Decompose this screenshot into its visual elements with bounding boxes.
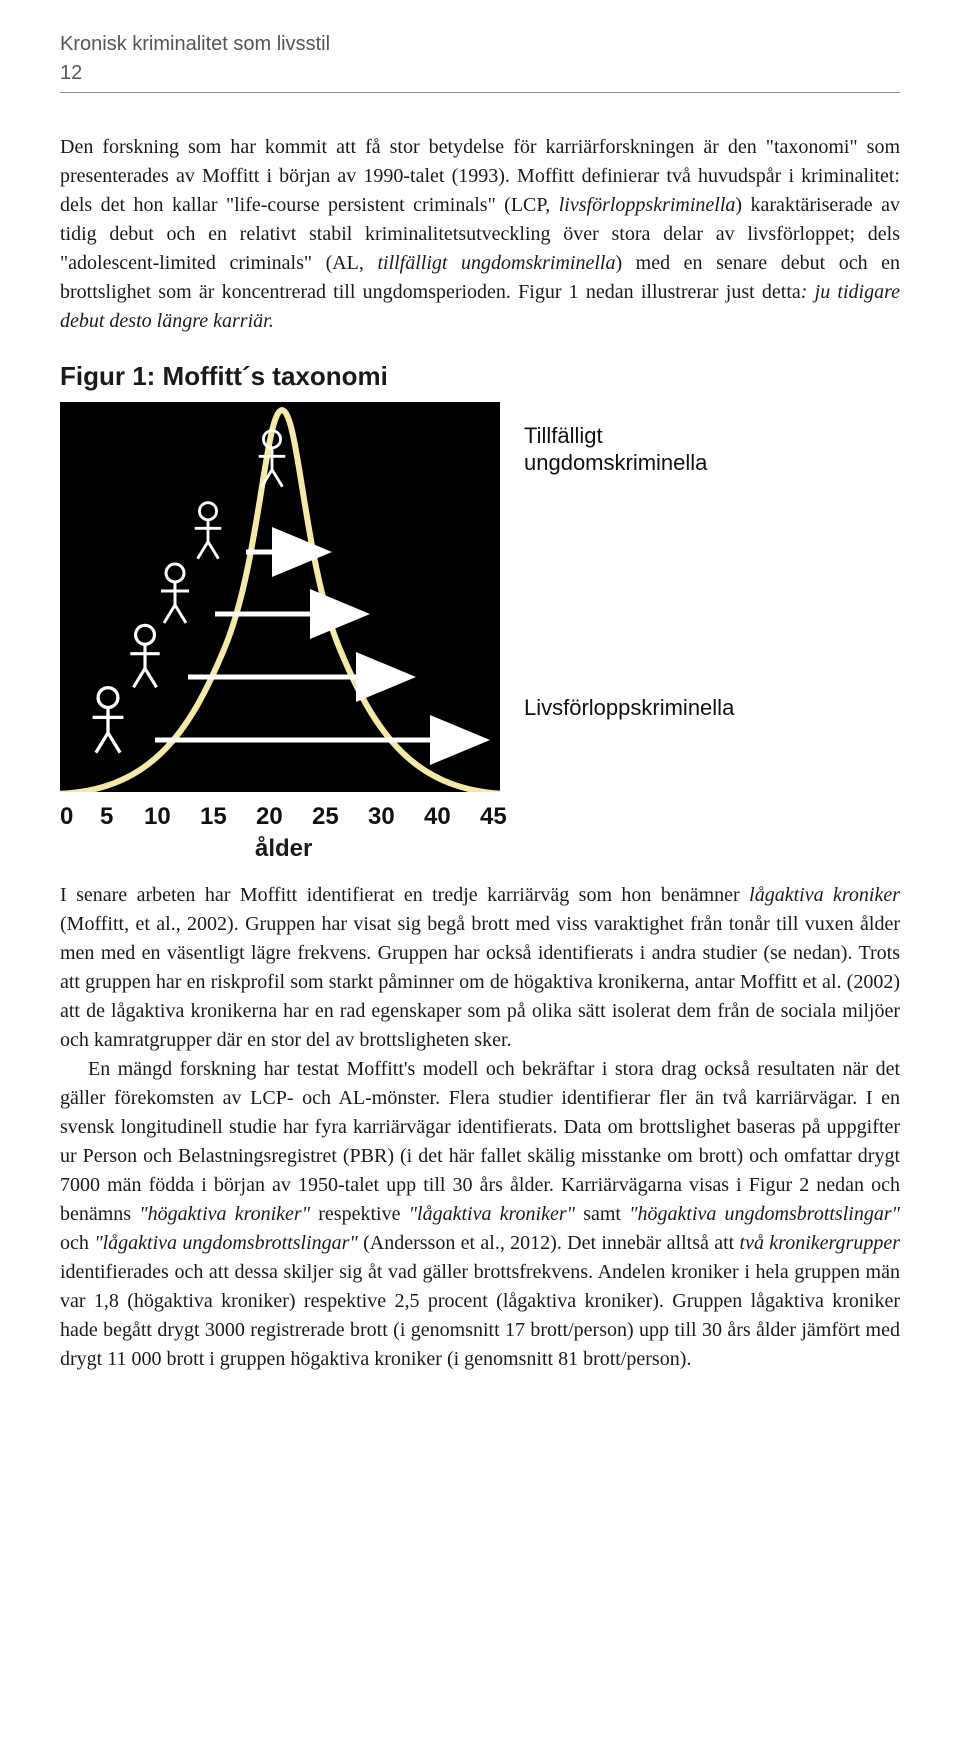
running-header: Kronisk kriminalitet som livsstil 12	[60, 30, 900, 93]
figure-side-labels: Tillfälligt ungdomskriminella Livsförlop…	[524, 402, 900, 792]
body-paragraph-2: I senare arbeten har Moffitt identifiera…	[60, 881, 900, 1055]
axis-tick: 0	[60, 800, 100, 835]
figure-bg	[60, 402, 500, 792]
axis-tick: 45	[480, 800, 528, 835]
figure-1: Tillfälligt ungdomskriminella Livsförlop…	[60, 402, 900, 868]
figure-x-axis-label: ålder	[60, 832, 580, 867]
label-adolescent-limited: Tillfälligt ungdomskriminella	[524, 422, 707, 477]
figure-title: Figur 1: Moffitt´s taxonomi	[60, 358, 900, 396]
axis-tick: 25	[312, 800, 368, 835]
running-title: Kronisk kriminalitet som livsstil	[60, 33, 330, 55]
axis-tick: 5	[100, 800, 144, 835]
label-life-course-persistent: Livsförloppskriminella	[524, 692, 734, 724]
figure-graphic	[60, 402, 500, 792]
axis-tick: 40	[424, 800, 480, 835]
axis-tick: 15	[200, 800, 256, 835]
axis-tick: 30	[368, 800, 424, 835]
axis-tick: 20	[256, 800, 312, 835]
page-number: 12	[60, 59, 900, 88]
body-paragraph-3: En mängd forskning har testat Moffitt's …	[60, 1055, 900, 1374]
axis-tick: 10	[144, 800, 200, 835]
figure-x-axis: 0510152025304045	[60, 800, 580, 835]
bell-curve-svg	[60, 402, 500, 792]
body-paragraph-1: Den forskning som har kommit att få stor…	[60, 133, 900, 336]
